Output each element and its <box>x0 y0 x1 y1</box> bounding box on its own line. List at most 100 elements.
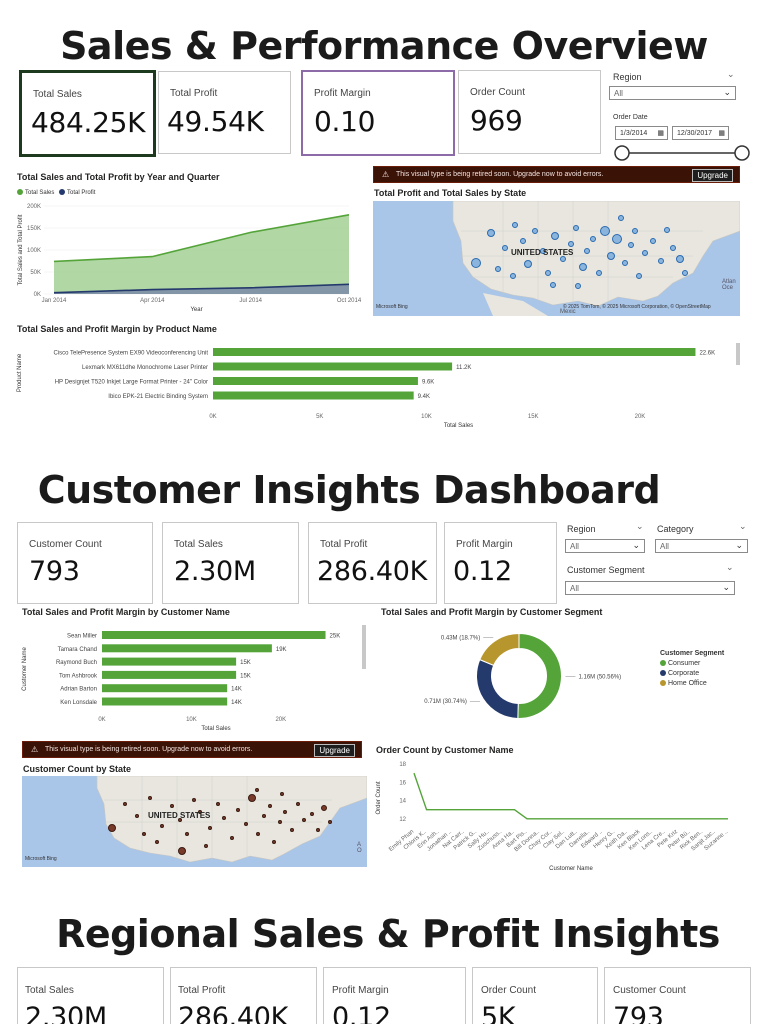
warning-icon: ⚠ <box>31 745 39 754</box>
map-dot <box>256 832 260 836</box>
segment-dropdown[interactable]: All ⌄ <box>565 581 735 595</box>
upgrade-button[interactable]: Upgrade <box>692 169 733 182</box>
bar <box>102 644 272 653</box>
x-tick-label: Jul 2014 <box>239 298 262 304</box>
kpi-label: Profit Margin <box>314 88 371 99</box>
chevron-down-icon[interactable]: ⌄ <box>739 521 747 531</box>
map-dot <box>135 814 139 818</box>
kpi-value: 2.30M <box>174 556 256 587</box>
legend-label-profit[interactable]: Total Profit <box>67 190 96 196</box>
map-dot <box>316 828 320 832</box>
retirement-warning-banner: ⚠ This visual type is being retired soon… <box>22 741 362 758</box>
bar <box>213 391 414 400</box>
kpi-card-total-profit[interactable]: Total Profit 49.54K <box>158 71 291 154</box>
state-borders <box>104 776 332 860</box>
ocean-label: Atlan Oce <box>722 279 736 291</box>
kpi-card-total-sales[interactable]: Total Sales 2.30M <box>162 522 299 604</box>
x-tick-label: Jan 2014 <box>42 298 67 304</box>
donut-chart-title: Total Sales and Profit Margin by Custome… <box>381 607 603 617</box>
bing-logo: Microsoft Bing <box>376 304 408 310</box>
region-dropdown[interactable]: All ⌄ <box>609 86 736 100</box>
chevron-down-icon[interactable]: ⌄ <box>726 562 734 572</box>
legend-dot-consumer <box>660 660 666 666</box>
category-slicer-label: Category <box>657 524 694 534</box>
map-dot <box>296 802 300 806</box>
kpi-card-customer-count[interactable]: Customer Count 793 <box>17 522 153 604</box>
calendar-icon[interactable]: ▦ <box>718 130 725 137</box>
region-dropdown[interactable]: All ⌄ <box>565 539 645 553</box>
customer-map-title: Customer Count by State <box>23 764 132 774</box>
area-total-sales <box>54 214 349 294</box>
map-dot <box>328 820 332 824</box>
calendar-icon[interactable]: ▦ <box>657 130 664 137</box>
kpi-label: Customer Count <box>29 539 102 550</box>
map-dot <box>248 794 256 802</box>
bar-category-label: HP Designjet T520 Inkjet Large Format Pr… <box>55 380 208 386</box>
legend-label: Consumer <box>668 660 701 667</box>
kpi-label: Total Sales <box>25 985 74 996</box>
map-bubble <box>632 228 638 234</box>
kpi-card-customer-count[interactable]: Customer Count 793 <box>604 967 751 1024</box>
chevron-down-icon[interactable]: ⌄ <box>636 521 644 531</box>
map-bubble <box>664 227 670 233</box>
kpi-label: Total Profit <box>170 88 218 99</box>
kpi-card-profit-margin[interactable]: Profit Margin 0.12 <box>323 967 466 1024</box>
date-from-input[interactable]: 1/3/2014 ▦ <box>615 126 668 140</box>
map-dot <box>155 840 159 844</box>
legend-item-consumer[interactable]: Consumer <box>660 660 724 667</box>
map-bubble <box>568 241 574 247</box>
customer-bar-chart[interactable]: Sean Miller 25K Tamara Chand 19K Raymond Buc… <box>18 621 370 736</box>
region-dropdown-value: All <box>614 89 623 98</box>
map-dot <box>142 832 146 836</box>
kpi-label: Profit Margin <box>456 539 513 550</box>
map-bubble <box>532 228 538 234</box>
us-bubble-map[interactable]: UNITED STATES Atlan Oce Mexic Microsoft … <box>373 201 740 316</box>
ocean-label: A O <box>357 842 362 854</box>
section-title-regional-insights: Regional Sales & Profit Insights <box>56 912 720 956</box>
kpi-card-total-sales[interactable]: Total Sales 484.25K <box>19 70 156 157</box>
kpi-value: 0.10 <box>314 105 376 138</box>
chevron-down-icon[interactable]: ⌄ <box>727 69 735 79</box>
x-tick-label: 0K <box>98 717 105 723</box>
kpi-card-total-profit[interactable]: Total Profit 286.40K <box>170 967 317 1024</box>
kpi-card-order-count[interactable]: Order Count 969 <box>458 70 601 154</box>
date-to-value: 12/30/2017 <box>677 130 713 137</box>
map-dot <box>178 847 186 855</box>
legend-item-corporate[interactable]: Corporate <box>660 670 724 677</box>
map-dot <box>198 810 202 814</box>
legend-dot-home-office <box>660 680 666 686</box>
map-bubble <box>575 283 581 289</box>
date-range-slider[interactable] <box>612 143 752 163</box>
date-to-input[interactable]: 12/30/2017 ▦ <box>672 126 729 140</box>
kpi-value: 484.25K <box>31 106 146 139</box>
customer-bar-chart-title: Total Sales and Profit Margin by Custome… <box>22 607 230 617</box>
map-bubble <box>658 258 664 264</box>
kpi-card-total-sales[interactable]: Total Sales 2.30M <box>17 967 164 1024</box>
y-axis-label: Total Sales and Total Profit <box>18 214 24 285</box>
kpi-card-profit-margin[interactable]: Profit Margin 0.12 <box>444 522 557 604</box>
map-bubble <box>676 255 684 263</box>
donut-data-label: 1.16M (50.56%) <box>578 675 621 681</box>
area-chart[interactable]: 0K 50K 100K 150K 200K Jan 2014 Apr 2014 Jul 201… <box>14 198 369 318</box>
legend-item-home-office[interactable]: Home Office <box>660 680 724 687</box>
map-bubble <box>495 266 501 272</box>
us-customer-map[interactable]: UNITED STATES A O Microsoft Bing <box>22 776 367 867</box>
upgrade-button[interactable]: Upgrade <box>314 744 355 757</box>
kpi-label: Total Profit <box>320 539 368 550</box>
map-dot <box>230 836 234 840</box>
kpi-card-profit-margin[interactable]: Profit Margin 0.10 <box>301 70 455 156</box>
kpi-value: 2.30M <box>25 1002 107 1024</box>
kpi-card-order-count[interactable]: Order Count 5K <box>472 967 598 1024</box>
segment-donut-chart[interactable]: 1.16M (50.56%) 0.71M (30.74%) 0.43M (18.7%… <box>376 620 646 732</box>
legend-label-sales[interactable]: Total Sales <box>25 190 55 196</box>
map-dot <box>290 828 294 832</box>
section-title-sales-overview: Sales & Performance Overview <box>60 24 708 68</box>
kpi-card-total-profit[interactable]: Total Profit 286.40K <box>308 522 437 604</box>
x-tick-label: 5K <box>316 414 323 420</box>
map-bubble <box>510 273 516 279</box>
category-dropdown[interactable]: All ⌄ <box>655 539 748 553</box>
map-dot <box>280 792 284 796</box>
kpi-label: Total Sales <box>174 539 223 550</box>
product-bar-chart[interactable]: Cisco TelePresence System EX90 Videoconf… <box>14 338 744 430</box>
